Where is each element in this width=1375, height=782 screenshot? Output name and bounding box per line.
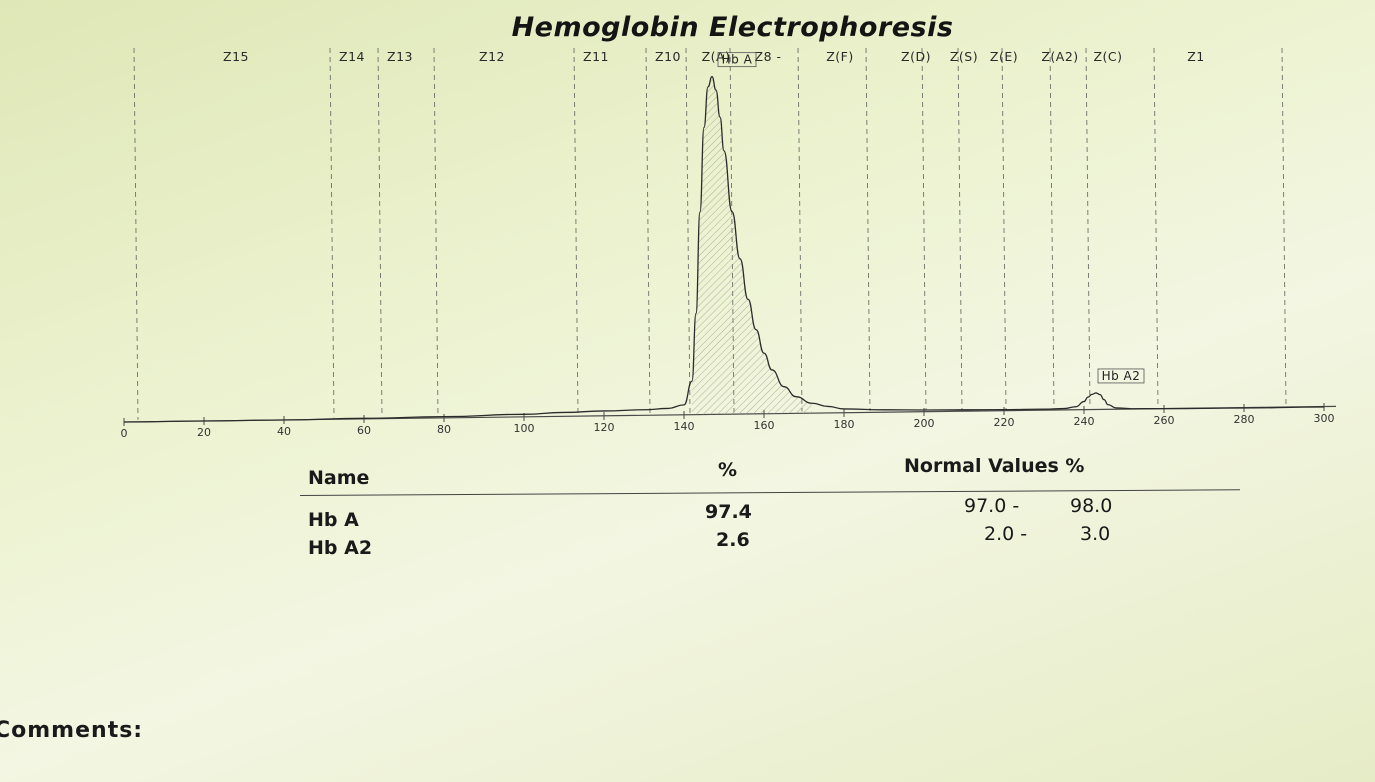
x-tick-label: 0 — [121, 427, 128, 440]
zone-label: Z13 — [387, 49, 413, 64]
row-name: Hb A2 — [308, 537, 373, 559]
comments-label: Comments: — [0, 718, 144, 743]
x-tick-label: 160 — [754, 419, 775, 432]
x-tick-label: 180 — [834, 418, 855, 431]
header-name: Name — [308, 467, 370, 489]
zone-label: Z12 — [479, 49, 505, 64]
hb-a-peak-area — [692, 76, 812, 415]
zone-label: Z15 — [223, 49, 249, 64]
x-tick-label: 240 — [1074, 415, 1095, 428]
x-tick-label: 60 — [357, 424, 371, 437]
row-normal-low: 97.0 - — [964, 495, 1020, 517]
zone-boundary-line — [377, 47, 383, 417]
zone-boundary-line — [1001, 47, 1007, 410]
x-tick-label: 300 — [1314, 412, 1335, 425]
zone-boundary-line — [685, 47, 691, 413]
electrophoresis-curve — [123, 75, 1325, 423]
x-tick-label: 80 — [437, 423, 451, 436]
x-tick-label: 40 — [277, 425, 291, 438]
zone-boundary-line — [1153, 47, 1159, 408]
peak-label-box — [1097, 368, 1145, 384]
header-percent: % — [718, 459, 738, 481]
zone-boundary-line — [433, 47, 439, 417]
x-tick-label: 220 — [994, 416, 1015, 429]
zone-label: Z(C) — [1093, 49, 1122, 64]
peak-label: Hb A2 — [1102, 369, 1141, 383]
zone-label: Z(S) — [950, 49, 978, 64]
zone-boundary-line — [1049, 47, 1055, 409]
zone-boundary-line — [1281, 47, 1287, 406]
x-tick-label: 100 — [514, 422, 535, 435]
zone-boundary-line — [645, 47, 651, 414]
x-tick-label: 260 — [1154, 414, 1175, 427]
zone-boundary-line — [921, 47, 927, 411]
x-tick-label: 280 — [1234, 413, 1255, 426]
chart-title: Hemoglobin Electrophoresis — [511, 12, 954, 43]
zone-boundary-line — [133, 47, 139, 420]
x-tick-label: 120 — [594, 421, 615, 434]
row-normal-low: 2.0 - — [984, 523, 1028, 545]
row-normal-high: 98.0 — [1070, 495, 1113, 517]
zone-label: Z8 - — [755, 49, 782, 64]
x-tick-label: 20 — [197, 426, 211, 439]
row-percent: 2.6 — [716, 529, 750, 551]
zone-label: Z(D) — [901, 49, 931, 64]
row-normal-high: 3.0 — [1080, 523, 1111, 545]
zone-label: Z11 — [583, 49, 609, 64]
zone-label: Z(E) — [990, 49, 1018, 64]
x-tick-label: 140 — [674, 420, 695, 433]
zone-boundary-line — [865, 47, 871, 411]
zone-boundary-line — [573, 47, 579, 415]
peak-label: Hb A — [722, 53, 753, 67]
electrophoresis-chart: Z15 Z14 Z13 Z12 Z11 Z10 Z(A) Z8 - Z(F) Z(D) Z(S) Z(… — [121, 47, 1337, 440]
zone-label: Z(A2) — [1041, 49, 1078, 64]
zone-label: Z(F) — [826, 49, 854, 64]
results-table: Name % Normal Values % Hb A 97.4 97.0 - … — [299, 455, 1240, 565]
zone-label: Z10 — [655, 49, 681, 64]
zone-boundary-line — [329, 47, 335, 418]
zone-boundary-line — [1085, 47, 1091, 408]
zone-boundary-line — [797, 47, 803, 412]
zone-label: Z14 — [339, 49, 365, 64]
zone-label: Z1 — [1187, 49, 1205, 64]
row-percent: 97.4 — [705, 501, 752, 523]
row-name: Hb A — [308, 509, 359, 531]
zone-boundary-line — [957, 47, 963, 410]
x-tick-label: 200 — [914, 417, 935, 430]
peak-label-box — [717, 52, 757, 68]
header-normal-values: Normal Values % — [904, 455, 1085, 477]
